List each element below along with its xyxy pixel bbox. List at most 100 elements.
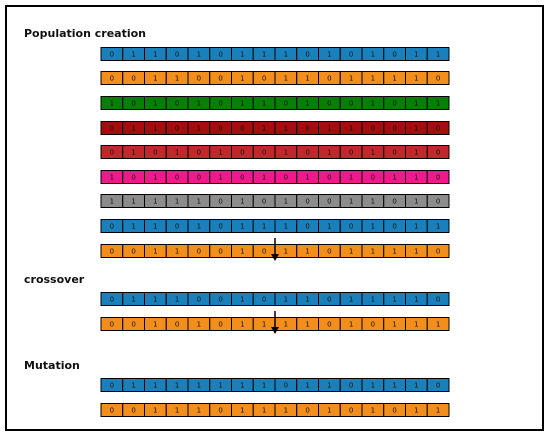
gene-bit: 0 <box>175 223 179 231</box>
gene-bit: 1 <box>349 75 353 83</box>
gene-bit: 1 <box>197 100 201 108</box>
gene-bit: 1 <box>349 321 353 329</box>
gene-bit: 1 <box>436 321 440 329</box>
gene-bit: 1 <box>131 223 135 231</box>
gene-bit: 1 <box>197 51 201 59</box>
gene-bit: 1 <box>131 125 135 133</box>
gene-bit: 1 <box>284 125 288 133</box>
gene-bit: 0 <box>349 223 353 231</box>
gene-bit: 1 <box>284 223 288 231</box>
gene-bit: 1 <box>414 407 418 415</box>
gene-bit: 1 <box>305 382 309 390</box>
gene-bit: 1 <box>262 125 266 133</box>
gene-bit: 1 <box>197 223 201 231</box>
gene-bit: 0 <box>240 174 244 182</box>
gene-bit: 1 <box>240 100 244 108</box>
gene-bit: 1 <box>436 223 440 231</box>
chromosome: 0 0 1 0 1 0 1 1 1 1 0 1 0 1 1 1 <box>100 317 450 331</box>
gene-bit: 0 <box>131 75 135 83</box>
chromosome: 1 1 1 1 1 0 1 0 1 0 0 1 1 0 1 0 <box>100 194 450 208</box>
gene-bit: 1 <box>305 174 309 182</box>
gene-bit: 1 <box>392 296 396 304</box>
gene-bit: 0 <box>197 149 201 157</box>
gene-bit: 1 <box>110 174 114 182</box>
gene-bit: 1 <box>153 407 157 415</box>
gene-bit: 0 <box>110 382 114 390</box>
gene-bit: 1 <box>284 149 288 157</box>
gene-bit: 1 <box>153 248 157 256</box>
gene-bit: 1 <box>371 75 375 83</box>
gene-bit: 1 <box>240 248 244 256</box>
arrow <box>271 238 279 261</box>
gene-bit: 0 <box>218 407 222 415</box>
gene-bit: 1 <box>414 321 418 329</box>
gene-bit: 1 <box>414 198 418 206</box>
gene-bit: 0 <box>305 149 309 157</box>
gene-bit: 0 <box>110 407 114 415</box>
gene-bit: 0 <box>371 321 375 329</box>
gene-cell <box>426 378 450 392</box>
chromosome: 0 1 1 0 1 0 1 1 1 0 1 0 1 0 1 1 <box>100 219 450 233</box>
gene-bit: 1 <box>327 223 331 231</box>
gene-bit: 1 <box>349 125 353 133</box>
gene-bit: 0 <box>349 51 353 59</box>
gene-cell <box>426 244 450 258</box>
gene-cell <box>426 145 450 159</box>
gene-bit: 0 <box>218 296 222 304</box>
gene-bit: 1 <box>153 198 157 206</box>
gene-bit: 1 <box>436 51 440 59</box>
gene-bit: 1 <box>284 296 288 304</box>
gene-bit: 1 <box>371 149 375 157</box>
gene-bit: 0 <box>218 51 222 59</box>
gene-bit: 0 <box>175 321 179 329</box>
gene-bit: 0 <box>371 125 375 133</box>
gene-bit: 1 <box>197 382 201 390</box>
gene-bit: 1 <box>392 248 396 256</box>
chromosome: 0 1 0 1 0 1 0 0 1 0 1 0 1 0 1 0 <box>100 145 450 159</box>
gene-bit: 1 <box>131 51 135 59</box>
gene-bit: 1 <box>197 125 201 133</box>
gene-bit: 1 <box>110 100 114 108</box>
gene-bit: 1 <box>305 100 309 108</box>
gene-bit: 1 <box>175 382 179 390</box>
gene-bit: 1 <box>262 51 266 59</box>
gene-bit: 0 <box>436 125 440 133</box>
gene-bit: 1 <box>327 382 331 390</box>
gene-bit: 1 <box>240 223 244 231</box>
gene-bit: 1 <box>197 407 201 415</box>
gene-bit: 0 <box>262 75 266 83</box>
gene-bit: 0 <box>349 149 353 157</box>
gene-bit: 0 <box>305 198 309 206</box>
gene-bit: 0 <box>262 296 266 304</box>
gene-bit: 1 <box>240 51 244 59</box>
gene-bit: 1 <box>175 75 179 83</box>
gene-bit: 0 <box>305 125 309 133</box>
gene-bit: 0 <box>218 75 222 83</box>
gene-cell <box>426 121 450 135</box>
gene-bit: 1 <box>371 198 375 206</box>
gene-bit: 1 <box>371 382 375 390</box>
gene-bit: 1 <box>240 198 244 206</box>
gene-bit: 1 <box>153 296 157 304</box>
gene-bit: 1 <box>349 296 353 304</box>
gene-bit: 1 <box>240 407 244 415</box>
gene-bit: 0 <box>218 321 222 329</box>
gene-bit: 0 <box>284 382 288 390</box>
gene-bit: 0 <box>305 51 309 59</box>
chromosome: 0 0 1 1 0 0 1 0 1 1 0 1 1 1 1 0 <box>100 244 450 258</box>
chromosome: 0 1 1 1 1 1 1 1 0 1 1 0 1 1 1 0 <box>100 378 450 392</box>
gene-bit: 0 <box>349 407 353 415</box>
section-title: Mutation <box>24 359 80 372</box>
gene-bit: 1 <box>153 223 157 231</box>
section-title: crossover <box>24 273 85 286</box>
gene-bit: 1 <box>371 248 375 256</box>
gene-bit: 0 <box>131 407 135 415</box>
gene-bit: 0 <box>436 198 440 206</box>
gene-bit: 1 <box>392 75 396 83</box>
gene-bit: 0 <box>218 223 222 231</box>
chromosome: 0 1 1 0 1 0 1 1 1 0 1 0 1 0 1 1 <box>100 47 450 61</box>
gene-bit: 0 <box>110 321 114 329</box>
gene-bit: 1 <box>110 198 114 206</box>
gene-bit: 1 <box>284 51 288 59</box>
